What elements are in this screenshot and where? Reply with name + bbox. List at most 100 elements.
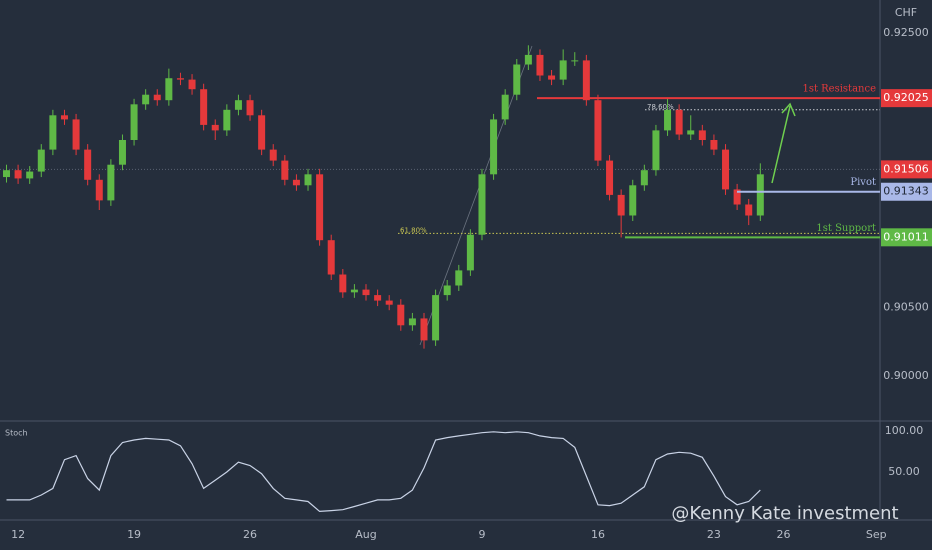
candle-body	[675, 109, 683, 135]
candle-body	[478, 174, 486, 235]
candle-body	[84, 149, 92, 180]
candle-body	[374, 295, 382, 301]
candle-body	[118, 140, 126, 165]
candle-body	[49, 115, 57, 150]
forecast-arrow	[771, 102, 796, 184]
candle-body	[571, 60, 579, 62]
candle-body	[397, 304, 405, 326]
candle-body	[60, 115, 68, 120]
candle-body	[606, 160, 614, 195]
y-tick-label: 50.00	[888, 465, 920, 478]
x-tick-label: 12	[11, 528, 25, 541]
candle-body	[524, 54, 532, 65]
y-tick-label: 100.00	[885, 424, 924, 437]
candle-body	[142, 94, 150, 105]
candle-body	[304, 174, 312, 186]
candle-body	[130, 104, 138, 140]
candle-body	[95, 179, 103, 201]
candle-body	[582, 60, 590, 101]
candle-body	[420, 318, 428, 341]
candle-body	[281, 160, 289, 180]
candle-body	[14, 170, 22, 179]
level-value: 0.92025	[883, 91, 929, 104]
level-badge	[881, 182, 932, 201]
level-badge	[881, 89, 932, 108]
fib-label: 78.60%	[647, 103, 674, 111]
candle-body	[269, 149, 277, 161]
y-tick-label: 0.92500	[883, 26, 929, 39]
level-name: 1st Support	[816, 223, 876, 234]
candle-body	[258, 115, 266, 150]
currency-label: CHF	[895, 6, 917, 19]
candle-body	[2, 170, 10, 178]
stoch-line	[6, 431, 761, 513]
x-tick-label: 26	[243, 528, 257, 541]
x-tick-label: 23	[707, 528, 721, 541]
candle-body	[350, 289, 358, 293]
candle-body	[339, 274, 347, 293]
fib-label: 61.80%	[400, 226, 427, 234]
level-value: 0.91011	[883, 230, 929, 243]
candle-body	[408, 318, 416, 326]
candle-body	[107, 164, 115, 201]
candle-body	[710, 140, 718, 150]
candle-body	[640, 170, 648, 186]
candle-body	[466, 234, 474, 271]
candle-body	[234, 100, 242, 110]
x-tick-label: Aug	[355, 528, 376, 541]
level-name: Pivot	[850, 177, 876, 188]
candle-body	[490, 119, 498, 175]
candle-body	[617, 194, 625, 216]
plot-layer: 12 19 26 Aug 9 16 23 26 Sep 0.92500 0.90500 0.90000…	[0, 26, 932, 541]
y-tick-label: 0.90500	[883, 300, 929, 313]
candle-body	[153, 94, 161, 101]
level-value: 0.91343	[883, 185, 929, 198]
candle-body	[664, 109, 672, 131]
candle-body	[629, 185, 637, 216]
candle-body	[327, 240, 335, 275]
candle-body	[652, 130, 660, 171]
candle-body	[316, 174, 324, 241]
candle-body	[722, 149, 730, 190]
candle-body	[559, 60, 567, 80]
candle-body	[26, 171, 34, 179]
candle-body	[37, 149, 45, 172]
candle-body	[362, 289, 370, 296]
x-tick-label: 16	[591, 528, 605, 541]
candle-body	[756, 174, 764, 216]
candle-body	[501, 94, 509, 120]
candle-body	[211, 124, 219, 131]
candle-body	[513, 64, 521, 95]
candle-body	[455, 270, 463, 286]
last-price-badge	[881, 160, 932, 179]
candle-body	[246, 100, 254, 116]
level-badge	[881, 228, 932, 247]
indicator-title: Stoch	[5, 429, 28, 438]
candle-body	[687, 130, 695, 135]
candle-body	[200, 89, 208, 125]
candle-body	[165, 78, 173, 101]
candle-body	[223, 109, 231, 131]
y-tick-label: 0.90000	[883, 369, 929, 382]
candle-body	[594, 100, 602, 161]
level-name: 1st Resistance	[802, 84, 876, 95]
candle-body	[745, 204, 753, 216]
x-tick-label: 9	[478, 528, 485, 541]
candle-body	[385, 300, 393, 305]
candle-body	[536, 54, 544, 76]
candle-body	[432, 295, 440, 341]
watermark: @Kenny Kate investment	[671, 503, 898, 524]
candle-body	[443, 285, 451, 296]
candle-body	[698, 130, 706, 140]
candle-body	[292, 179, 300, 186]
candle-body	[548, 75, 556, 80]
candle-body	[188, 79, 196, 90]
x-tick-label: 19	[127, 528, 141, 541]
candle-body	[733, 189, 741, 205]
x-tick-label: 26	[777, 528, 791, 541]
last-price-value: 0.91506	[883, 162, 929, 175]
candle-body	[72, 119, 80, 150]
